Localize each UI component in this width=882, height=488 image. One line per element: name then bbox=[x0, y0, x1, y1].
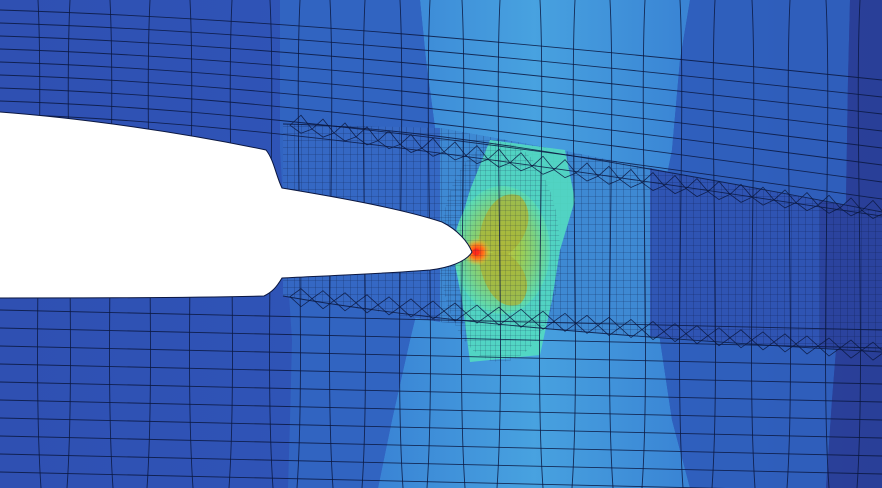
fea-viewport bbox=[0, 0, 882, 488]
fea-contour-plot bbox=[0, 0, 882, 488]
